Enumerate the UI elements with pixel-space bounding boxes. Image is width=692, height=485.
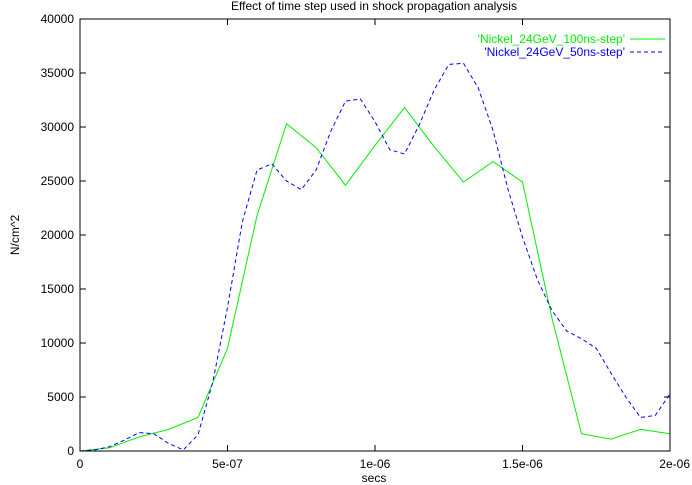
axis-ticks xyxy=(79,18,671,452)
legend-label: 'Nickel_24GeV_100ns-step' xyxy=(478,32,625,46)
series-line xyxy=(79,106,671,452)
chart-title: Effect of time step used in shock propag… xyxy=(231,0,517,13)
y-tick-label: 10000 xyxy=(41,336,75,350)
x-axis-label: secs xyxy=(362,471,387,485)
x-tick-label: 5e-07 xyxy=(212,457,243,471)
y-tick-label: 15000 xyxy=(41,282,75,296)
legend-label: 'Nickel_24GeV_50ns-step' xyxy=(484,45,625,59)
series-line xyxy=(79,62,671,452)
series-layer xyxy=(79,62,671,452)
y-tick-label: 30000 xyxy=(41,120,75,134)
y-tick-label: 20000 xyxy=(41,228,75,242)
x-tick-label: 1e-06 xyxy=(360,457,391,471)
y-tick-label: 40000 xyxy=(41,12,75,26)
plot-frame xyxy=(79,18,671,452)
y-tick-label: 25000 xyxy=(41,174,75,188)
x-tick-label: 2e-06 xyxy=(659,457,690,471)
x-tick-label: 1.5e-06 xyxy=(502,457,543,471)
legend: 'Nickel_24GeV_100ns-step''Nickel_24GeV_5… xyxy=(478,32,665,59)
y-tick-label: 35000 xyxy=(41,66,75,80)
y-tick-label: 5000 xyxy=(47,390,74,404)
x-tick-label: 0 xyxy=(77,457,84,471)
axis-tick-labels: 0 5000 10000 15000 20000 25000 30000 35000 40000… xyxy=(41,12,691,471)
y-axis-label: N/cm^2 xyxy=(8,215,22,256)
y-tick-label: 0 xyxy=(67,444,74,458)
